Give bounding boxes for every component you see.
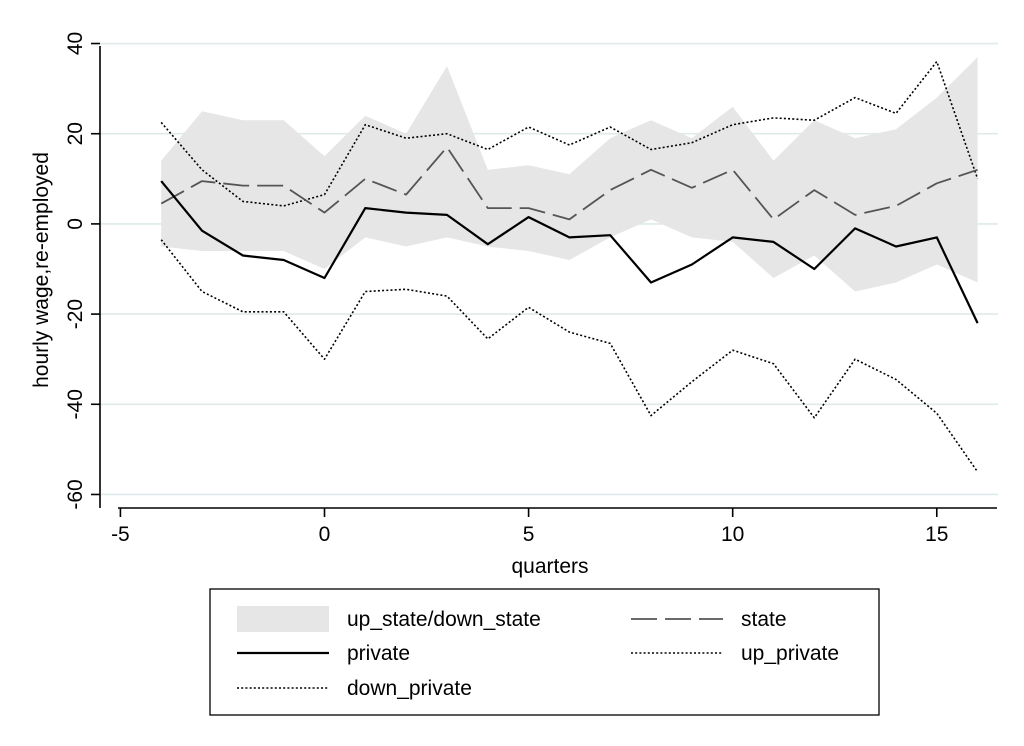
x-tick-label: 15 xyxy=(925,523,948,546)
series-line-private xyxy=(160,180,979,324)
x-axis-label: quarters xyxy=(511,555,588,578)
x-axis-ticks: -5 0 5 10 15 xyxy=(111,508,948,546)
x-tick-label: 10 xyxy=(721,523,744,546)
confidence-band-layer xyxy=(161,57,978,292)
series-layer xyxy=(160,60,979,473)
y-tick-label: 20 xyxy=(64,122,87,145)
y-tick-label: -60 xyxy=(64,479,87,509)
legend-label-state: state xyxy=(741,608,787,631)
band-up-state-down-state xyxy=(161,57,978,292)
axes xyxy=(99,46,997,509)
y-tick-label: 40 xyxy=(64,32,87,55)
series-line-up-private xyxy=(160,60,979,207)
legend-label-up-state-down-state: up_state/down_state xyxy=(347,608,541,631)
legend-label-private: private xyxy=(347,642,410,665)
y-axis-label: hourly wage,re-employed xyxy=(30,152,53,388)
legend-swatch-up-state-down-state xyxy=(237,606,329,632)
y-tick-label: -40 xyxy=(64,389,87,419)
series-line-down-private xyxy=(160,239,979,473)
y-tick-label: 0 xyxy=(64,218,87,230)
legend-label-down-private: down_private xyxy=(347,677,472,700)
legend-label-up-private: up_private xyxy=(741,642,839,665)
y-tick-label: -20 xyxy=(64,299,87,329)
x-tick-label: 5 xyxy=(523,523,535,546)
x-tick-label: 0 xyxy=(319,523,331,546)
legend: up_state/down_state state private up_privat… xyxy=(209,588,880,716)
series-line-state xyxy=(160,146,978,221)
x-tick-label: -5 xyxy=(111,523,130,546)
y-axis-ticks: -60 -40 -20 0 20 40 xyxy=(64,32,100,510)
